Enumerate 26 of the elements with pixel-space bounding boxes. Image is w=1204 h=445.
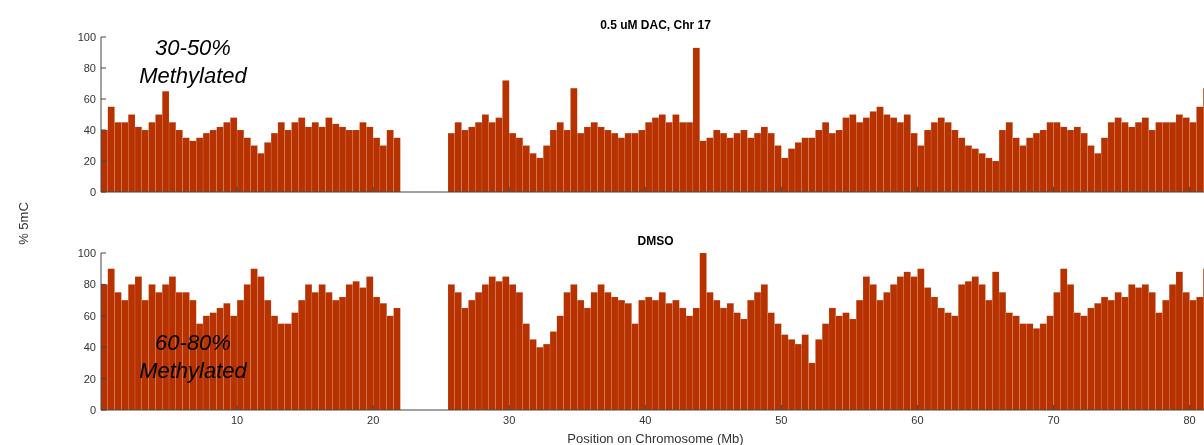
x-tick-label: 50 (775, 414, 788, 426)
x-axis-title: Position on Chromosome (Mb) (567, 431, 744, 445)
y-tick-label: 20 (83, 155, 96, 167)
y-axis-title: % 5mC (16, 202, 31, 245)
y-tick-label: 100 (77, 31, 96, 43)
y-tick-label: 80 (83, 62, 96, 74)
y-tick-label: 100 (77, 247, 96, 259)
x-tick-label: 40 (639, 414, 652, 426)
y-tick-label: 40 (83, 341, 96, 354)
annotation: 30-50% Methylated (139, 35, 248, 88)
y-tick-label: 0 (89, 186, 96, 198)
y-tick-label: 80 (83, 278, 96, 291)
x-tick-label: 30 (503, 414, 516, 426)
y-tick-label: 0 (89, 404, 96, 416)
y-tick-label: 60 (83, 309, 96, 322)
y-tick-label: 20 (83, 372, 96, 385)
annotation: 60-80% Methylated (139, 330, 248, 383)
y-tick-label: 40 (83, 124, 96, 136)
y-tick-label: 60 (83, 93, 96, 105)
chart-title: DMSO (637, 234, 674, 248)
chart-title: 0.5 uM DAC, Chr 17 (600, 18, 712, 32)
x-tick-label: 80 (1183, 414, 1196, 426)
x-tick-label: 70 (1047, 414, 1060, 426)
x-tick-label: 10 (230, 414, 244, 426)
x-tick-label: 20 (367, 414, 380, 426)
x-tick-label: 60 (911, 414, 924, 426)
